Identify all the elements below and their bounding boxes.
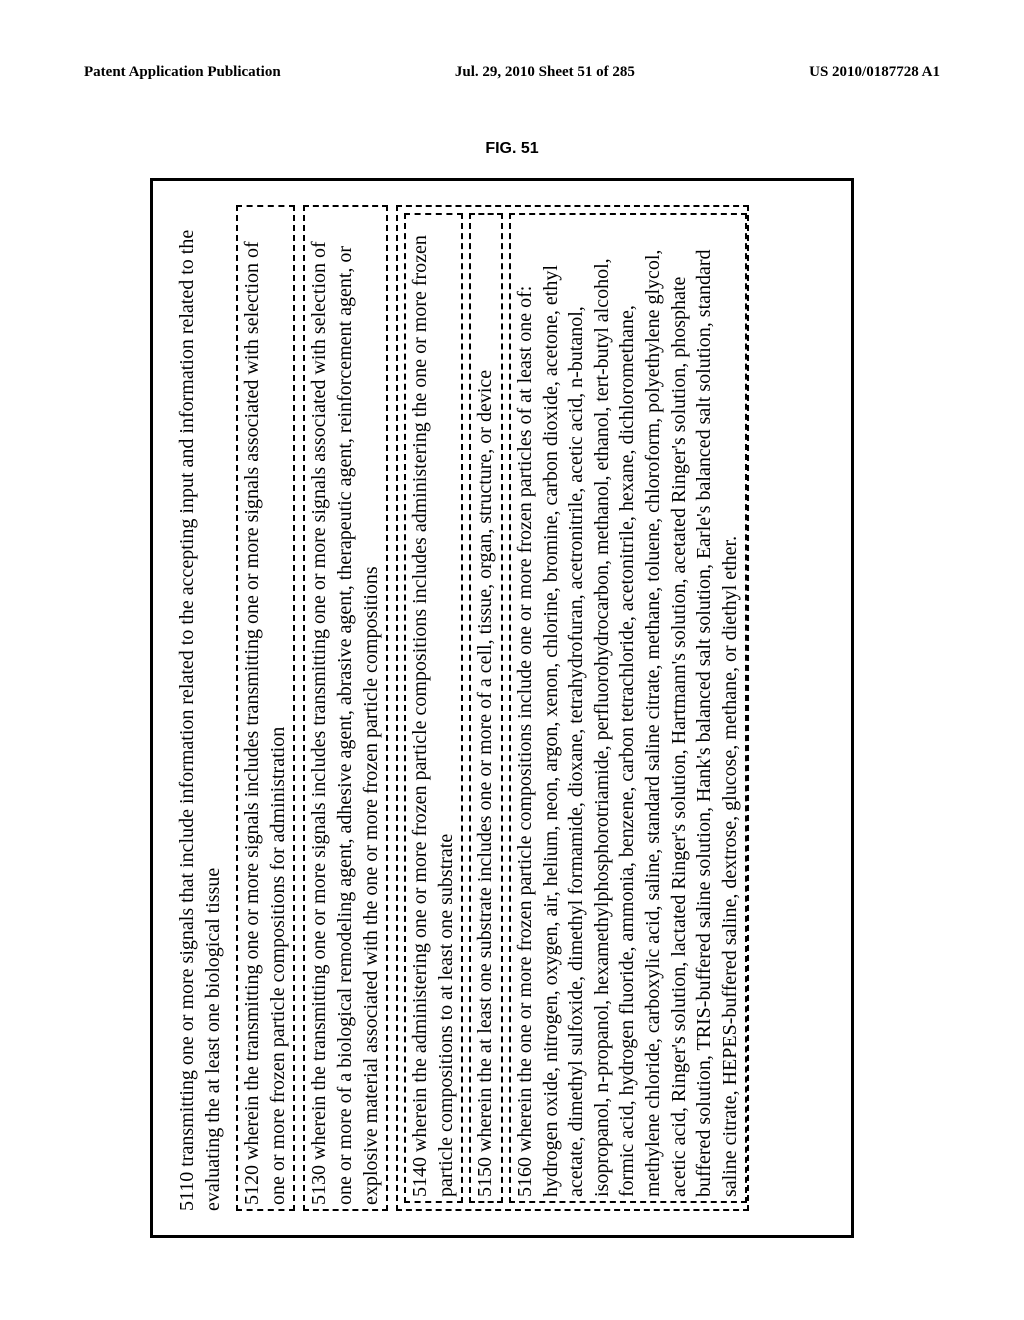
header-right: US 2010/0187728 A1 bbox=[809, 64, 940, 81]
figure-outer-box: 5110 transmitting one or more signals th… bbox=[150, 178, 854, 1238]
step-5120: 5120 wherein the transmitting one or mor… bbox=[236, 205, 295, 1211]
step-5150: 5150 wherein the at least one substrate … bbox=[469, 213, 503, 1203]
step-5140: 5140 wherein the administering one or mo… bbox=[404, 213, 463, 1203]
figure-label: FIG. 51 bbox=[485, 140, 538, 158]
header-left: Patent Application Publication bbox=[84, 64, 281, 81]
step-5160: 5160 wherein the one or more frozen part… bbox=[509, 213, 747, 1203]
step-5110: 5110 transmitting one or more signals th… bbox=[175, 205, 226, 1211]
step-5140-group: 5140 wherein the administering one or mo… bbox=[396, 205, 749, 1211]
figure-panel: 5110 transmitting one or more signals th… bbox=[150, 178, 854, 1238]
header-center: Jul. 29, 2010 Sheet 51 of 285 bbox=[455, 64, 635, 81]
figure-rotated-body: 5110 transmitting one or more signals th… bbox=[150, 178, 854, 1238]
page-header: Patent Application Publication Jul. 29, … bbox=[84, 64, 940, 81]
step-5130: 5130 wherein the transmitting one or mor… bbox=[303, 205, 388, 1211]
